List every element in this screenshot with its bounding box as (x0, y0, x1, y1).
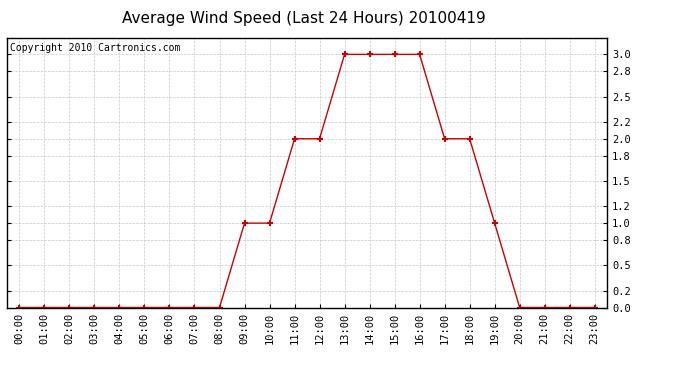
Text: Average Wind Speed (Last 24 Hours) 20100419: Average Wind Speed (Last 24 Hours) 20100… (121, 11, 486, 26)
Text: Copyright 2010 Cartronics.com: Copyright 2010 Cartronics.com (10, 43, 180, 53)
